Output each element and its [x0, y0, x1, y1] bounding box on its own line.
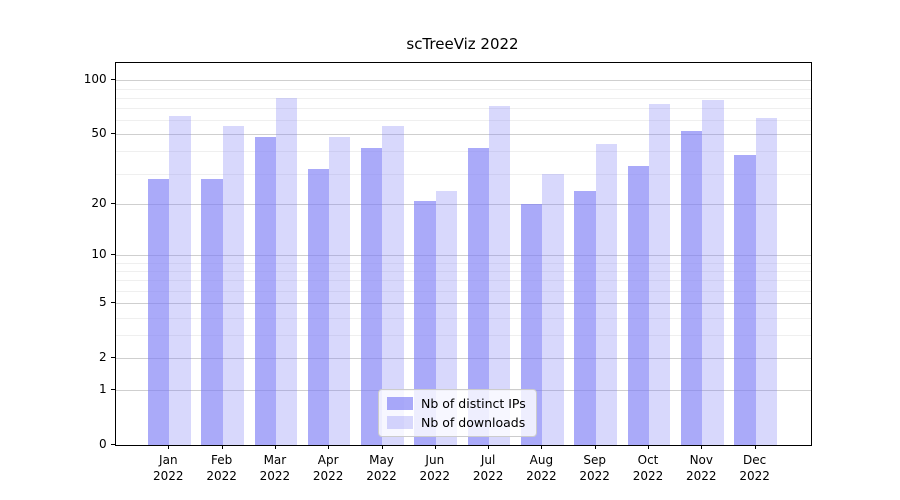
- y-tick-mark: [110, 443, 115, 445]
- y-tick-label: 5: [99, 295, 107, 310]
- x-tick-mark: [434, 444, 436, 449]
- x-tick-mark: [594, 444, 596, 449]
- x-tick-label: May 2022: [366, 452, 397, 483]
- bar-distinct-ips-oct: [627, 166, 649, 445]
- chart-title: scTreeViz 2022: [406, 35, 519, 53]
- x-tick-label: Jan 2022: [153, 452, 184, 483]
- bar-downloads-dec: [755, 117, 777, 445]
- bar-distinct-ips-may: [361, 147, 383, 445]
- x-tick-mark: [648, 444, 649, 449]
- bar-distinct-ips-jan: [147, 178, 170, 445]
- x-tick-label: Dec 2022: [739, 452, 770, 483]
- x-tick-mark: [754, 444, 756, 449]
- y-tick-label: 100: [83, 72, 107, 87]
- y-tick-label: 10: [91, 247, 107, 262]
- y-tick-mark: [110, 302, 115, 304]
- x-tick-label: Aug 2022: [526, 452, 557, 483]
- y-tick-label: 1: [99, 381, 107, 396]
- minor-gridline: [115, 335, 811, 337]
- x-tick-label: Jul 2022: [472, 452, 504, 483]
- x-tick-mark: [488, 444, 490, 449]
- minor-gridline: [115, 173, 811, 175]
- x-tick-mark: [328, 444, 330, 449]
- bar-downloads-jan: [169, 116, 191, 445]
- minor-gridline: [115, 108, 811, 110]
- major-gridline: [115, 204, 811, 206]
- major-gridline: [115, 255, 811, 257]
- bar-downloads-may: [382, 125, 404, 445]
- bar-downloads-feb: [222, 125, 244, 445]
- x-tick-label: Jun 2022: [419, 452, 451, 483]
- legend-swatch-icon: [387, 397, 413, 410]
- y-tick-label: 50: [91, 126, 107, 141]
- legend-item: Nb of distinct IPs: [387, 396, 526, 411]
- minor-gridline: [115, 317, 811, 319]
- x-tick-label: Apr 2022: [312, 452, 344, 483]
- bar-downloads-apr: [329, 137, 351, 445]
- major-gridline: [115, 80, 811, 82]
- minor-gridline: [115, 271, 811, 273]
- bar-distinct-ips-jun: [414, 200, 436, 445]
- x-tick-mark: [701, 444, 703, 449]
- legend-swatch-icon: [387, 416, 413, 429]
- major-gridline: [115, 134, 811, 136]
- minor-gridline: [115, 262, 811, 264]
- y-tick-mark: [110, 79, 115, 81]
- minor-gridline: [115, 290, 811, 292]
- x-tick-mark: [221, 444, 223, 449]
- bar-downloads-oct: [648, 103, 671, 445]
- plot-area: [114, 62, 812, 446]
- bar-downloads-nov: [702, 99, 724, 445]
- bar-distinct-ips-jul: [467, 147, 490, 445]
- legend-item: Nb of downloads: [387, 415, 526, 430]
- major-gridline: [115, 357, 811, 359]
- x-tick-mark: [381, 444, 383, 449]
- minor-gridline: [115, 120, 811, 122]
- bar-distinct-ips-mar: [254, 137, 276, 445]
- y-tick-label: 2: [99, 349, 107, 364]
- major-gridline: [115, 303, 811, 305]
- y-tick-mark: [110, 356, 115, 358]
- legend-item-label: Nb of distinct IPs: [421, 396, 526, 411]
- minor-gridline: [115, 88, 811, 90]
- legend-item-label: Nb of downloads: [421, 415, 526, 430]
- bar-downloads-sep: [595, 144, 617, 445]
- y-tick-mark: [110, 388, 115, 390]
- y-tick-mark: [110, 133, 115, 135]
- bar-downloads-jun: [435, 190, 458, 445]
- x-tick-label: Sep 2022: [579, 452, 610, 483]
- bar-distinct-ips-dec: [734, 155, 756, 445]
- bar-distinct-ips-aug: [521, 204, 543, 445]
- x-tick-mark: [274, 444, 276, 449]
- bar-downloads-jul: [489, 105, 511, 445]
- legend: Nb of distinct IPs Nb of downloads: [378, 389, 537, 437]
- bar-downloads-aug: [542, 173, 564, 445]
- y-tick-label: 0: [99, 436, 107, 451]
- bar-distinct-ips-nov: [680, 131, 703, 445]
- x-tick-label: Nov 2022: [686, 452, 717, 483]
- minor-gridline: [115, 280, 811, 282]
- bar-downloads-mar: [275, 97, 298, 445]
- y-tick-mark: [110, 254, 115, 256]
- bar-distinct-ips-sep: [574, 190, 596, 445]
- minor-gridline: [115, 97, 811, 99]
- x-tick-label: Oct 2022: [632, 452, 664, 483]
- y-tick-label: 20: [91, 196, 107, 211]
- x-tick-mark: [541, 444, 543, 449]
- minor-gridline: [115, 151, 811, 153]
- bar-distinct-ips-feb: [201, 178, 223, 445]
- bar-distinct-ips-apr: [307, 168, 330, 445]
- x-tick-label: Feb 2022: [206, 452, 237, 483]
- x-tick-mark: [168, 444, 170, 449]
- x-tick-label: Mar 2022: [259, 452, 291, 483]
- y-tick-mark: [110, 203, 115, 205]
